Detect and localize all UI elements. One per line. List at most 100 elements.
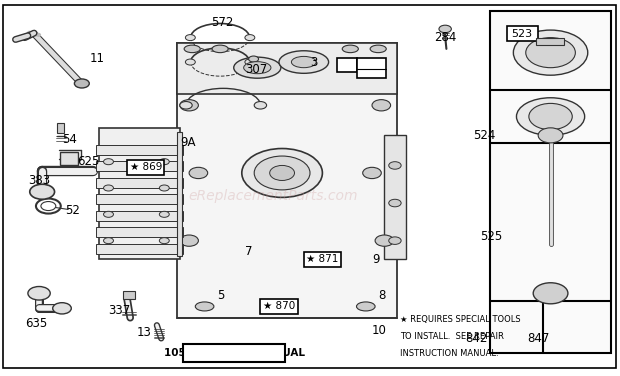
Text: 523: 523 [512,29,533,39]
Ellipse shape [159,211,169,217]
Text: ★ 871: ★ 871 [306,255,339,264]
Ellipse shape [291,56,316,68]
Bar [57,123,64,133]
Text: 1: 1 [343,60,350,70]
Bar [96,211,183,221]
Text: 847: 847 [527,332,549,345]
Ellipse shape [189,167,208,179]
Text: 8: 8 [378,289,386,302]
Ellipse shape [234,57,281,78]
Text: 635: 635 [25,317,47,330]
Text: 572: 572 [211,16,233,29]
Ellipse shape [389,199,401,207]
Bar [123,291,135,299]
Circle shape [249,56,259,62]
Ellipse shape [242,149,322,197]
Ellipse shape [159,185,169,191]
Ellipse shape [529,103,572,130]
Text: TO INSTALL.  SEE REPAIR: TO INSTALL. SEE REPAIR [400,332,504,341]
Ellipse shape [533,283,568,304]
Bar [96,178,183,188]
Circle shape [28,287,50,300]
Bar [96,194,183,204]
Ellipse shape [389,237,401,244]
Ellipse shape [180,100,198,111]
Text: INSTRUCTION MANUAL.: INSTRUCTION MANUAL. [400,349,498,358]
Text: 337: 337 [108,304,131,317]
Ellipse shape [180,235,198,246]
Bar [96,244,183,254]
Text: 54: 54 [62,133,77,146]
Ellipse shape [244,62,271,74]
Bar [60,152,78,165]
Text: ★ 2: ★ 2 [362,58,381,68]
Text: eReplacementParts.com: eReplacementParts.com [188,188,358,203]
Circle shape [180,102,192,109]
Circle shape [245,59,255,65]
Ellipse shape [184,45,200,53]
Polygon shape [177,43,397,94]
Ellipse shape [375,235,394,246]
Bar [507,26,538,41]
Ellipse shape [104,211,113,217]
Ellipse shape [159,238,169,244]
Ellipse shape [526,38,575,68]
Ellipse shape [279,51,329,73]
Bar [177,43,397,318]
Text: 3: 3 [368,68,374,78]
Ellipse shape [270,165,294,180]
Text: 525: 525 [480,230,503,243]
Ellipse shape [516,98,585,135]
Circle shape [245,35,255,41]
Ellipse shape [254,156,310,190]
Circle shape [74,79,89,88]
Text: 11: 11 [90,52,105,65]
Text: 7: 7 [245,246,252,258]
Ellipse shape [104,238,113,244]
Ellipse shape [513,30,588,75]
Text: 842: 842 [465,332,487,345]
Bar [337,58,356,72]
Bar [536,38,564,45]
Ellipse shape [159,159,169,165]
Bar [96,161,183,171]
Bar [357,58,386,78]
Ellipse shape [372,100,391,111]
Text: 284: 284 [434,31,456,44]
Text: 383: 383 [28,174,50,187]
Text: 9A: 9A [180,136,195,149]
Circle shape [30,184,55,199]
Text: 307: 307 [245,63,267,76]
Bar [384,135,406,259]
Ellipse shape [363,167,381,179]
Ellipse shape [212,45,228,53]
Text: 524: 524 [473,129,495,142]
Circle shape [53,303,71,314]
Text: 5: 5 [217,289,224,302]
Circle shape [439,25,451,33]
Text: 52: 52 [65,204,80,217]
Ellipse shape [195,302,214,311]
Ellipse shape [370,45,386,53]
Ellipse shape [538,128,563,143]
Ellipse shape [104,159,113,165]
Ellipse shape [389,162,401,169]
Ellipse shape [342,45,358,53]
Text: ★ 869: ★ 869 [130,162,162,172]
Text: ★ 870: ★ 870 [263,302,295,311]
Circle shape [185,59,195,65]
Text: 9: 9 [372,253,379,266]
Bar [99,128,180,259]
Bar [96,227,183,237]
Circle shape [254,102,267,109]
Bar [183,344,285,362]
Text: 625: 625 [78,155,100,168]
Bar [177,132,182,256]
Bar [96,145,183,155]
Text: ★ REQUIRES SPECIAL TOOLS: ★ REQUIRES SPECIAL TOOLS [400,315,521,324]
Text: 1058 OWNER'S MANUAL: 1058 OWNER'S MANUAL [164,348,305,358]
Text: 3: 3 [310,56,317,68]
Ellipse shape [104,185,113,191]
Text: 13: 13 [136,326,151,339]
Text: 10: 10 [372,324,387,337]
